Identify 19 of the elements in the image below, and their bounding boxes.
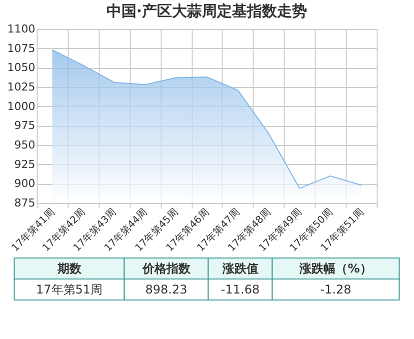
y-tick-label: 925 — [14, 158, 36, 171]
text: 898.23 — [145, 282, 188, 296]
text: -1.28 — [320, 282, 352, 296]
y-tick-label: 900 — [14, 177, 36, 190]
text: -11.68 — [220, 282, 260, 296]
y-tick-label: 1075 — [7, 42, 36, 55]
y-tick-label: 1000 — [7, 100, 36, 113]
y-tick-label: 1050 — [7, 61, 36, 74]
y-tick-label: 975 — [14, 119, 36, 132]
y-tick-label: 1100 — [7, 22, 36, 36]
y-tick-label: 1025 — [7, 80, 36, 94]
text: 17年第51周 — [36, 282, 103, 296]
text: 涨跌值 — [221, 262, 258, 276]
text: 期数 — [56, 262, 82, 276]
text: 涨跌幅（%） — [298, 262, 372, 276]
y-tick-label: 875 — [14, 196, 36, 210]
chart-title: 中国·产区大蒜周定基指数走势 — [106, 2, 308, 20]
y-tick-label: 950 — [14, 138, 36, 152]
text: 价格指数 — [141, 262, 192, 276]
